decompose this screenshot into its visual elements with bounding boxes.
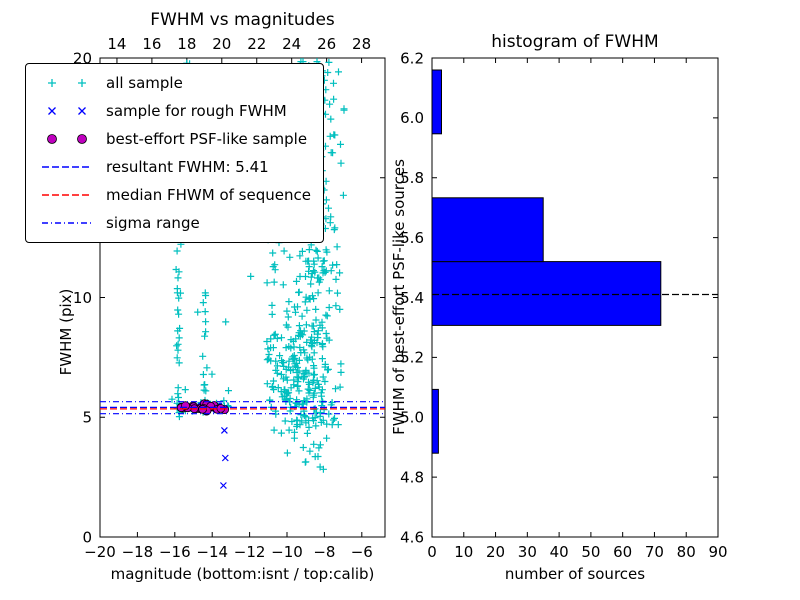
svg-text:5: 5 [82, 409, 92, 427]
svg-text:0: 0 [82, 528, 92, 546]
left-plot-title: FWHM vs magnitudes [150, 10, 335, 30]
svg-text:40: 40 [550, 543, 569, 561]
svg-text:5.0: 5.0 [400, 409, 424, 427]
histogram-bars [431, 69, 662, 454]
legend-marker-dashdot-icon [42, 222, 92, 224]
svg-text:26: 26 [317, 35, 336, 53]
svg-text:5.8: 5.8 [400, 169, 424, 187]
legend-item-label: all sample [106, 74, 183, 92]
legend-item-label: resultant FWHM: 5.41 [106, 158, 269, 176]
left-axes: −20 −18 −16 −14 −12 −10 −8 −6 14 16 18 20 22 24 26 28 0 5… [73, 35, 386, 561]
svg-text:−10: −10 [271, 543, 303, 561]
legend-item: median FHWM of sequence [38, 186, 311, 204]
svg-text:70: 70 [645, 543, 664, 561]
right-axes: 0 10 20 30 40 50 60 70 80 90 4.6 4.8 5.0 5.2 5.4 5.6 5.8… [400, 49, 727, 561]
legend-item-label: sample for rough FWHM [106, 102, 287, 120]
legend: all sample sample for rough FWHM best-effo… [25, 63, 324, 243]
svg-text:4.8: 4.8 [400, 468, 424, 486]
svg-text:0: 0 [427, 543, 437, 561]
svg-text:10: 10 [454, 543, 473, 561]
legend-item-label: median FHWM of sequence [106, 186, 311, 204]
svg-text:50: 50 [581, 543, 600, 561]
legend-marker-plus-icon [48, 79, 86, 87]
svg-text:28: 28 [352, 35, 371, 53]
svg-text:−20: −20 [84, 543, 116, 561]
reference-lines [100, 401, 385, 415]
svg-text:80: 80 [677, 543, 696, 561]
svg-text:6.2: 6.2 [400, 49, 424, 67]
svg-text:−8: −8 [313, 543, 335, 561]
legend-item: best-effort PSF-like sample [38, 130, 311, 148]
legend-item-label: sigma range [106, 214, 200, 232]
legend-marker-dashed-icon [42, 166, 92, 168]
svg-text:6.0: 6.0 [400, 109, 424, 127]
svg-text:−16: −16 [159, 543, 191, 561]
left-xaxis-label: magnitude (bottom:isnt / top:calib) [110, 565, 375, 583]
svg-text:90: 90 [708, 543, 727, 561]
right-plot-title: histogram of FWHM [491, 32, 659, 52]
svg-text:24: 24 [282, 35, 301, 53]
svg-text:−18: −18 [122, 543, 154, 561]
svg-text:−12: −12 [234, 543, 266, 561]
right-yaxis-label: FWHM of best-effort PSF-like sources [390, 159, 408, 435]
svg-text:16: 16 [142, 35, 161, 53]
legend-item: sample for rough FWHM [38, 102, 311, 120]
svg-text:−6: −6 [351, 543, 373, 561]
svg-text:5.6: 5.6 [400, 229, 424, 247]
svg-text:18: 18 [177, 35, 196, 53]
svg-text:60: 60 [613, 543, 632, 561]
scatter-sample-for-rough-fwhm [179, 401, 229, 489]
svg-text:4.6: 4.6 [400, 528, 424, 546]
svg-text:20: 20 [212, 35, 231, 53]
legend-item-label: best-effort PSF-like sample [106, 130, 308, 148]
legend-item: all sample [38, 74, 311, 92]
svg-text:5.4: 5.4 [400, 289, 424, 307]
legend-item: sigma range [38, 214, 311, 232]
svg-text:−14: −14 [196, 543, 228, 561]
svg-text:14: 14 [107, 35, 126, 53]
svg-text:22: 22 [247, 35, 266, 53]
svg-text:30: 30 [518, 543, 537, 561]
svg-text:20: 20 [486, 543, 505, 561]
legend-marker-x-icon [48, 107, 86, 115]
svg-text:5.2: 5.2 [400, 349, 424, 367]
right-xaxis-label: number of sources [504, 565, 646, 583]
legend-marker-circle-icon [47, 134, 87, 144]
svg-text:10: 10 [73, 289, 92, 307]
left-yaxis-label: FWHM (pix) [57, 288, 75, 376]
legend-marker-dashed-icon [42, 194, 92, 196]
svg-text:20: 20 [73, 49, 92, 67]
legend-item: resultant FWHM: 5.41 [38, 158, 311, 176]
